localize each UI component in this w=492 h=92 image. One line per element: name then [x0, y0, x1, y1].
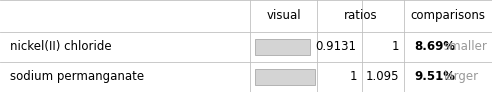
Text: larger: larger: [444, 70, 479, 83]
Bar: [255, 38, 309, 55]
Text: 1.095: 1.095: [366, 70, 400, 83]
Text: 1: 1: [392, 40, 400, 53]
Text: nickel(II) chloride: nickel(II) chloride: [10, 40, 112, 53]
Text: 9.51%: 9.51%: [414, 70, 455, 83]
Text: 1: 1: [349, 70, 357, 83]
Text: visual: visual: [266, 9, 301, 22]
Text: 0.9131: 0.9131: [316, 40, 357, 53]
Text: comparisons: comparisons: [411, 9, 486, 22]
Text: ratios: ratios: [344, 9, 378, 22]
Bar: [255, 69, 315, 85]
Text: 8.69%: 8.69%: [414, 40, 456, 53]
Text: sodium permanganate: sodium permanganate: [10, 70, 144, 83]
Text: smaller: smaller: [444, 40, 488, 53]
